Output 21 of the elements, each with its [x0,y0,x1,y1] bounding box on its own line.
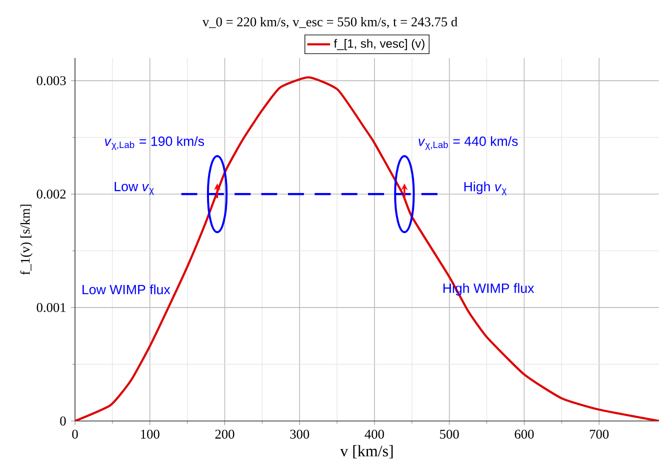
y-tick-label: 0.003 [36,76,66,86]
x-tick-label: 300 [290,430,310,439]
x-axis-title: v [km/s] [340,445,393,458]
x-tick-label: 400 [364,430,384,439]
x-tick-label: 100 [141,430,160,439]
x-tick-label: 0 [72,430,78,439]
x-tick-label: 200 [215,430,234,439]
legend-label: f_[1, sh, vesc] (v) [334,38,424,50]
y-tick-label: 0 [60,416,66,426]
annotation: Low WIMP flux [82,284,170,294]
annotation: High v$_{χ}$ [464,182,507,196]
annotation: Low v$_{χ}$ [114,182,154,195]
x-tick-label: 500 [440,430,459,439]
y-tick-label: 0.002 [36,190,66,199]
chart-title: v_0 = 220 km/s, v_esc = 550 km/s, t = 243.75 d [202,16,458,28]
x-tick-label: 600 [514,430,534,439]
annotation: v$_{χ,Lab}$ = 190 km/s [104,136,204,150]
y-axis-title: f_1(v) [s/km] [20,204,32,275]
annotation: v$_{χ,Lab}$ = 440 km/s [418,136,518,150]
x-tick-label: 700 [590,430,609,439]
y-tick-label: 0.001 [36,303,66,312]
